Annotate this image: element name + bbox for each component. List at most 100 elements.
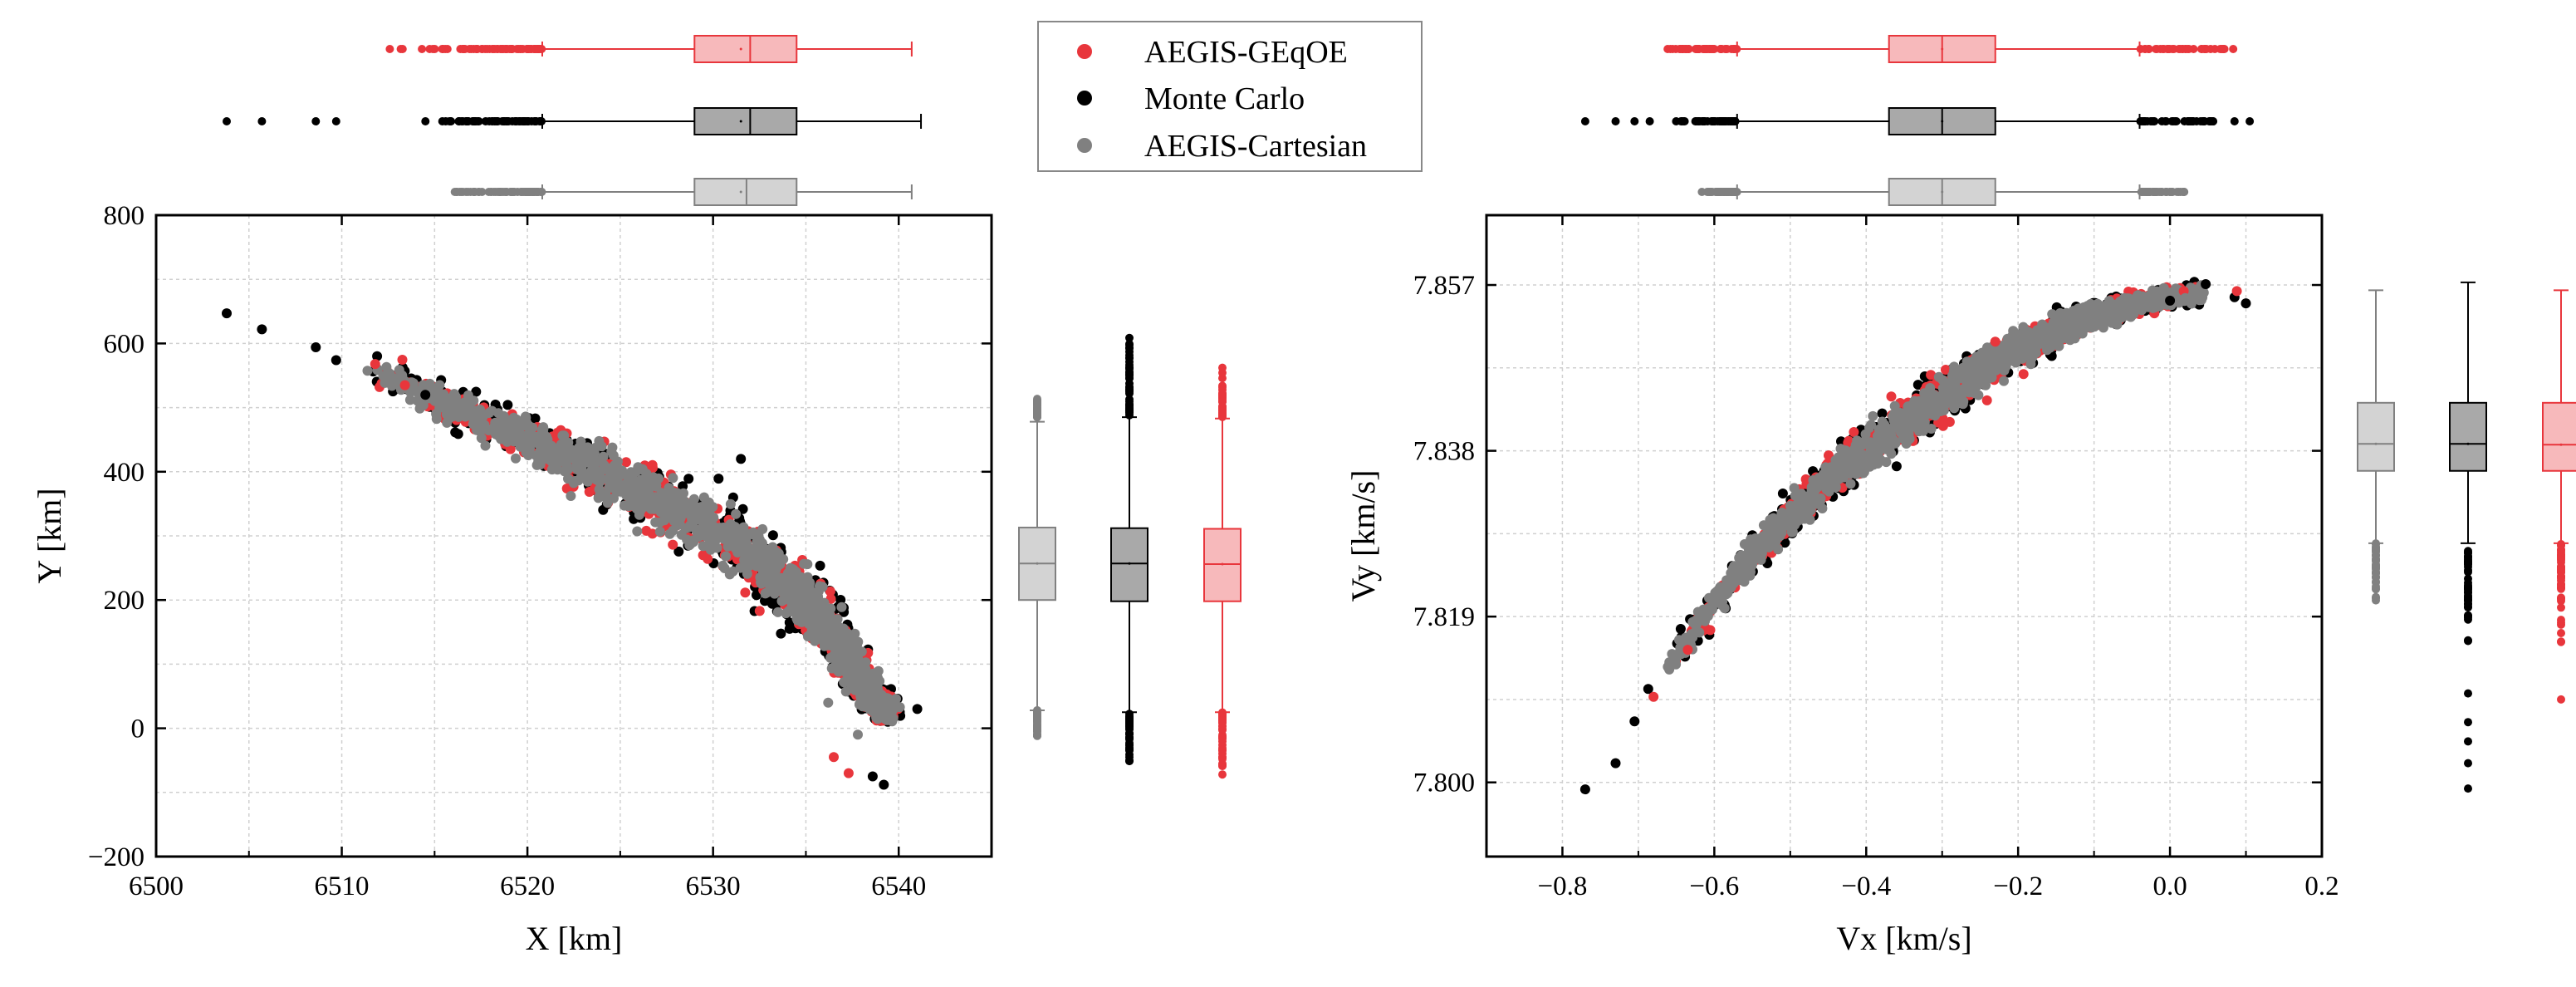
- position-outlier-monte-carlo: [736, 454, 747, 464]
- position-outlier-geqoe: [843, 768, 854, 778]
- velocity-chart: −0.8 −0.6 −0.4 −0.2 0.0 0.27.8007.8197.8387.8…: [1344, 35, 2576, 957]
- position-box-outlier-geqoe: [1218, 715, 1227, 724]
- position-box-outlier-geqoe: [1218, 404, 1227, 413]
- position-scatter-cloud: [222, 308, 923, 790]
- position-box-outlier-geqoe: [505, 45, 514, 53]
- position-point-cartesian: [614, 480, 624, 491]
- position-box-outlier-geqoe: [1218, 724, 1227, 734]
- position-point-cartesian: [698, 523, 708, 533]
- position-point-cartesian: [855, 700, 864, 710]
- position-point-cartesian: [462, 396, 473, 407]
- position-point-cartesian: [748, 527, 758, 538]
- position-point-cartesian: [468, 419, 478, 430]
- position-box-outlier-monte-carlo: [1125, 714, 1134, 724]
- position-point-cartesian: [496, 423, 507, 434]
- position-outlier-geqoe: [399, 380, 410, 390]
- position-point-monte-carlo: [673, 546, 684, 557]
- position-point-cartesian: [725, 498, 736, 509]
- position-point-cartesian: [814, 581, 825, 592]
- position-point-monte-carlo: [471, 386, 482, 397]
- position-point-cartesian: [638, 487, 648, 498]
- position-point-cartesian: [850, 646, 860, 657]
- position-point-cartesian: [600, 462, 611, 473]
- position-box-outlier-monte-carlo: [515, 117, 524, 125]
- position-y-mean: [1221, 562, 1224, 566]
- position-box-outlier-geqoe: [492, 45, 502, 53]
- position-point-cartesian: [693, 513, 704, 524]
- position-point-geqoe: [668, 539, 678, 550]
- position-point-cartesian: [822, 625, 833, 636]
- position-point-cartesian: [848, 670, 859, 680]
- position-box-outlier-cartesian: [1033, 714, 1041, 724]
- position-box-outlier-geqoe: [1218, 745, 1227, 754]
- position-point-cartesian: [547, 445, 558, 456]
- position-box-outlier-monte-carlo: [331, 117, 340, 125]
- position-point-cartesian: [835, 627, 845, 638]
- position-box-outlier-geqoe: [1218, 761, 1227, 770]
- position-point-cartesian: [813, 618, 824, 629]
- position-plot-area: [156, 215, 992, 857]
- position-box-outlier-cartesian: [1033, 405, 1041, 415]
- position-x-tick-label: 6540: [871, 872, 926, 901]
- position-box-outlier-geqoe: [481, 45, 490, 53]
- position-point-cartesian: [529, 435, 540, 446]
- position-point-cartesian: [607, 442, 618, 453]
- position-point-cartesian: [741, 545, 752, 556]
- position-x-axis-title: X [km]: [526, 920, 623, 957]
- position-point-cartesian: [654, 473, 664, 484]
- position-box-outlier-monte-carlo: [1125, 379, 1134, 388]
- position-y-mean: [1128, 562, 1131, 565]
- position-box-outlier-geqoe: [1218, 770, 1227, 779]
- position-point-geqoe: [754, 606, 765, 616]
- position-x-tick-label: 6520: [500, 872, 555, 901]
- position-x-box: [693, 107, 798, 135]
- position-box-outlier-geqoe: [459, 45, 468, 53]
- position-box-outlier-geqoe: [473, 45, 482, 53]
- position-point-cartesian: [791, 580, 802, 591]
- position-point-cartesian: [538, 424, 549, 435]
- position-point-cartesian: [566, 491, 576, 501]
- position-point-cartesian: [608, 450, 619, 461]
- position-box-outlier-monte-carlo: [502, 117, 511, 125]
- position-point-cartesian: [381, 361, 392, 372]
- position-point-monte-carlo: [502, 400, 513, 410]
- position-box-outlier-geqoe: [396, 45, 405, 53]
- position-point-cartesian: [389, 373, 399, 384]
- position-point-cartesian: [855, 679, 865, 690]
- position-point-cartesian: [879, 713, 889, 724]
- position-box-outlier-monte-carlo: [485, 117, 494, 125]
- position-point-cartesian: [731, 508, 742, 519]
- position-box-outlier-geqoe: [1218, 390, 1227, 399]
- position-outlier-monte-carlo: [257, 324, 267, 335]
- position-box-outlier-monte-carlo: [311, 117, 321, 125]
- position-x-mean: [739, 120, 742, 123]
- position-x-boxplot-geqoe: [385, 35, 913, 63]
- position-point-cartesian: [521, 447, 531, 458]
- position-point-cartesian: [873, 665, 884, 676]
- position-box-outlier-cartesian: [522, 188, 531, 196]
- position-point-cartesian: [867, 680, 878, 690]
- position-point-cartesian: [483, 408, 494, 418]
- position-x-mean: [739, 47, 742, 51]
- position-point-cartesian: [840, 686, 851, 697]
- position-point-monte-carlo: [737, 503, 748, 514]
- position-point-monte-carlo: [767, 530, 778, 541]
- position-point-cartesian: [442, 417, 453, 428]
- position-box-outlier-cartesian: [507, 188, 515, 196]
- position-box-outlier-geqoe: [425, 45, 434, 53]
- position-point-cartesian: [604, 483, 615, 494]
- position-outlier-cartesian: [853, 729, 863, 740]
- position-point-cartesian: [576, 464, 587, 474]
- position-y-tick-label: 400: [104, 458, 145, 488]
- position-point-cartesian: [462, 409, 473, 420]
- position-point-cartesian: [546, 455, 556, 466]
- position-outlier-monte-carlo: [222, 308, 232, 319]
- position-box-outlier-cartesian: [477, 188, 487, 196]
- position-box-outlier-geqoe: [1218, 734, 1227, 744]
- position-point-cartesian: [508, 412, 519, 423]
- position-box-outlier-geqoe: [531, 45, 540, 53]
- position-x-box: [693, 35, 798, 63]
- position-box-outlier-monte-carlo: [473, 117, 482, 125]
- position-point-cartesian: [698, 541, 708, 552]
